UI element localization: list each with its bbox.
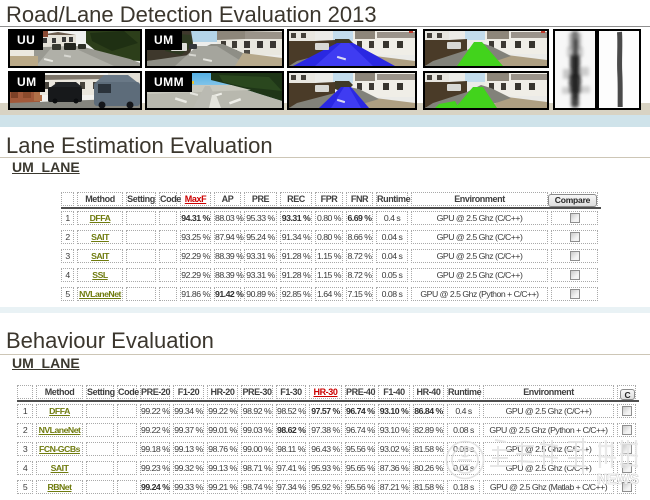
svg-text:NEWS: NEWS (597, 472, 639, 488)
